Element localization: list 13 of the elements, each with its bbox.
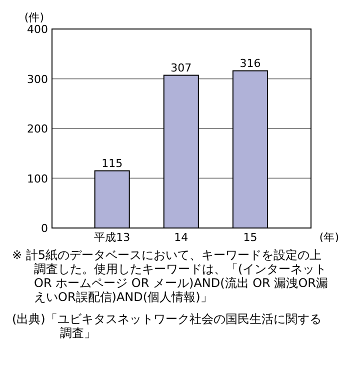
ytick: 300 <box>27 72 48 86</box>
text: ※ 計5紙のデータベースにおいて、キーワードを設定の上調査した。使用したキーワードは、「(インターネット OR ホームページ OR メール)AND(流出 OR 漏洩OR漏えいOR誤配信)AND(個人情報)」 <box>12 248 329 304</box>
data-label: 316 <box>240 56 261 70</box>
ytick: 200 <box>27 122 48 136</box>
data-label: 307 <box>170 61 192 74</box>
ytick: 400 <box>27 23 48 36</box>
ylabel: (件) <box>24 11 44 24</box>
ytick: 100 <box>27 172 48 186</box>
text: (出典)「ユビキタスネットワーク社会の国民生活に関する調査」 <box>12 312 322 340</box>
xtick: 14 <box>174 231 188 242</box>
xtick: 15 <box>243 231 258 242</box>
data-label: 115 <box>102 156 123 170</box>
ytick: 0 <box>41 222 48 235</box>
